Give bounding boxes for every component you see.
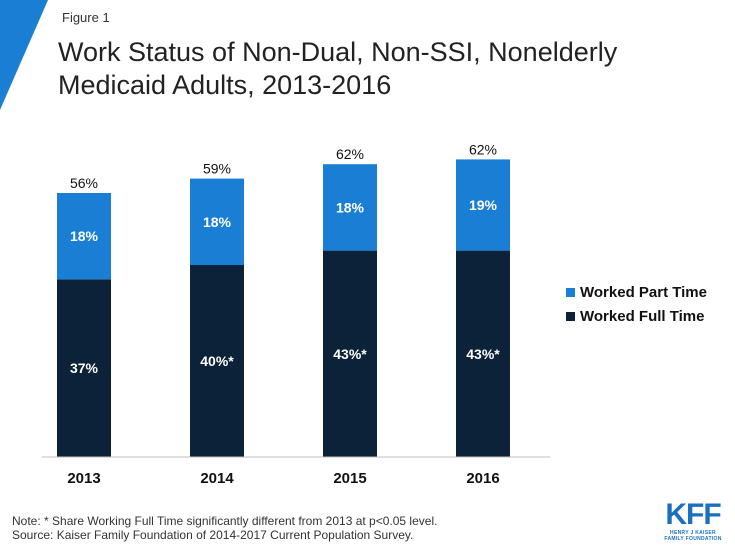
bar-full-time-2014 <box>190 265 244 457</box>
label-part-time-2015: 18% <box>336 199 365 215</box>
x-tick-2015: 2015 <box>333 470 366 487</box>
label-full-time-2015: 43%* <box>333 346 367 362</box>
label-total-2013: 56% <box>70 175 98 191</box>
label-part-time-2016: 19% <box>469 197 498 213</box>
kff-logo: KFF HENRY J KAISER FAMILY FOUNDATION <box>658 498 728 543</box>
label-part-time-2014: 18% <box>203 214 232 230</box>
footnote: Note: * Share Working Full Time signific… <box>12 514 437 542</box>
bar-full-time-2013 <box>57 279 111 457</box>
label-full-time-2014: 40%* <box>200 353 234 369</box>
figure-label: Figure 1 <box>62 10 110 25</box>
chart-title-line-1: Work Status of Non-Dual, Non-SSI, Noneld… <box>58 37 618 67</box>
label-full-time-2013: 37% <box>70 360 99 376</box>
legend-swatch-part-time <box>566 287 575 297</box>
label-part-time-2013: 18% <box>70 228 99 244</box>
logo-subtitle-1: HENRY J KAISER <box>670 530 716 536</box>
chart-title-line-2: Medicaid Adults, 2013-2016 <box>58 70 392 100</box>
bar-part-time-2014 <box>190 178 244 265</box>
chart-title: Work Status of Non-Dual, Non-SSI, Noneld… <box>58 36 698 102</box>
x-tick-2016: 2016 <box>466 470 499 487</box>
x-tick-2014: 2014 <box>200 470 234 487</box>
label-total-2015: 62% <box>336 146 364 162</box>
legend-item-part-time: Worked Part Time <box>566 280 707 304</box>
label-total-2016: 62% <box>469 141 497 157</box>
bar-part-time-2013 <box>57 193 111 280</box>
legend-label-full-time: Worked Full Time <box>580 307 705 325</box>
source-text: Source: Kaiser Family Foundation of 2014… <box>12 528 414 542</box>
label-total-2014: 59% <box>203 161 231 177</box>
note-text: Note: * Share Working Full Time signific… <box>12 514 438 528</box>
bar-full-time-2015 <box>323 250 377 457</box>
bar-part-time-2016 <box>456 159 510 251</box>
legend: Worked Part Time Worked Full Time <box>566 280 707 328</box>
legend-label-part-time: Worked Part Time <box>580 283 707 301</box>
x-tick-2013: 2013 <box>67 470 100 487</box>
label-full-time-2016: 43%* <box>466 346 500 362</box>
logo-wordmark: KFF <box>665 498 721 531</box>
legend-swatch-full-time <box>566 311 575 321</box>
logo-subtitle-2: FAMILY FOUNDATION <box>664 536 722 542</box>
bar-part-time-2015 <box>323 164 377 251</box>
bar-full-time-2016 <box>456 250 510 457</box>
legend-item-full-time: Worked Full Time <box>566 304 707 328</box>
